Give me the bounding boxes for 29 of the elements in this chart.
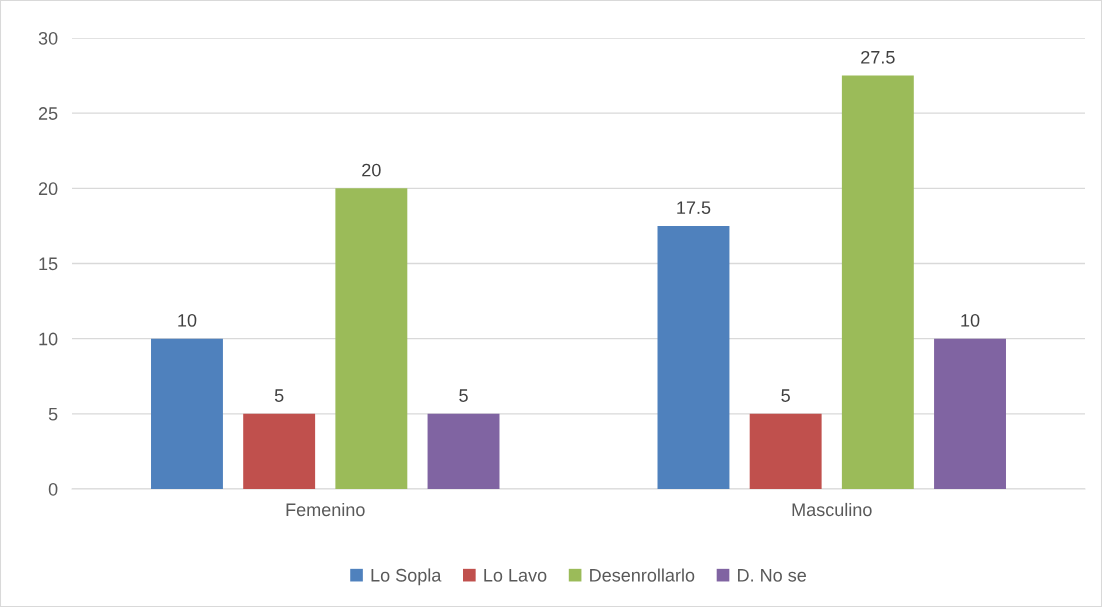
- data-label: 27.5: [861, 50, 895, 64]
- data-label: 20: [362, 163, 381, 177]
- data-label: 5: [274, 389, 284, 402]
- bar: [335, 188, 408, 489]
- legend-label: Lo Lavo: [484, 569, 547, 582]
- bar: [934, 338, 1006, 489]
- y-tick-label: 25: [38, 107, 58, 120]
- x-tick-label: Masculino: [792, 502, 872, 517]
- data-label: 10: [961, 313, 980, 327]
- data-label: 5: [459, 389, 468, 402]
- legend-label: Desenrollarlo: [590, 568, 695, 582]
- data-label: 17.5: [677, 201, 711, 215]
- bar: [749, 413, 822, 489]
- bar: [427, 413, 500, 489]
- legend-label: D. No se: [738, 569, 806, 582]
- y-tick-label: 10: [39, 332, 58, 346]
- data-label: 5: [781, 389, 790, 402]
- y-tick-label: 30: [38, 31, 58, 45]
- bar: [151, 338, 223, 489]
- x-tick-label: Femenino: [286, 502, 365, 517]
- y-tick-label: 0: [48, 482, 58, 496]
- legend-label: Lo Sopla: [371, 568, 442, 586]
- bar: [657, 225, 730, 489]
- y-tick-label: 20: [38, 182, 58, 196]
- bar: [243, 413, 316, 489]
- y-tick-label: 5: [48, 407, 58, 421]
- y-tick-label: 15: [39, 257, 58, 271]
- data-label: 10: [178, 313, 197, 327]
- bar: [841, 75, 914, 489]
